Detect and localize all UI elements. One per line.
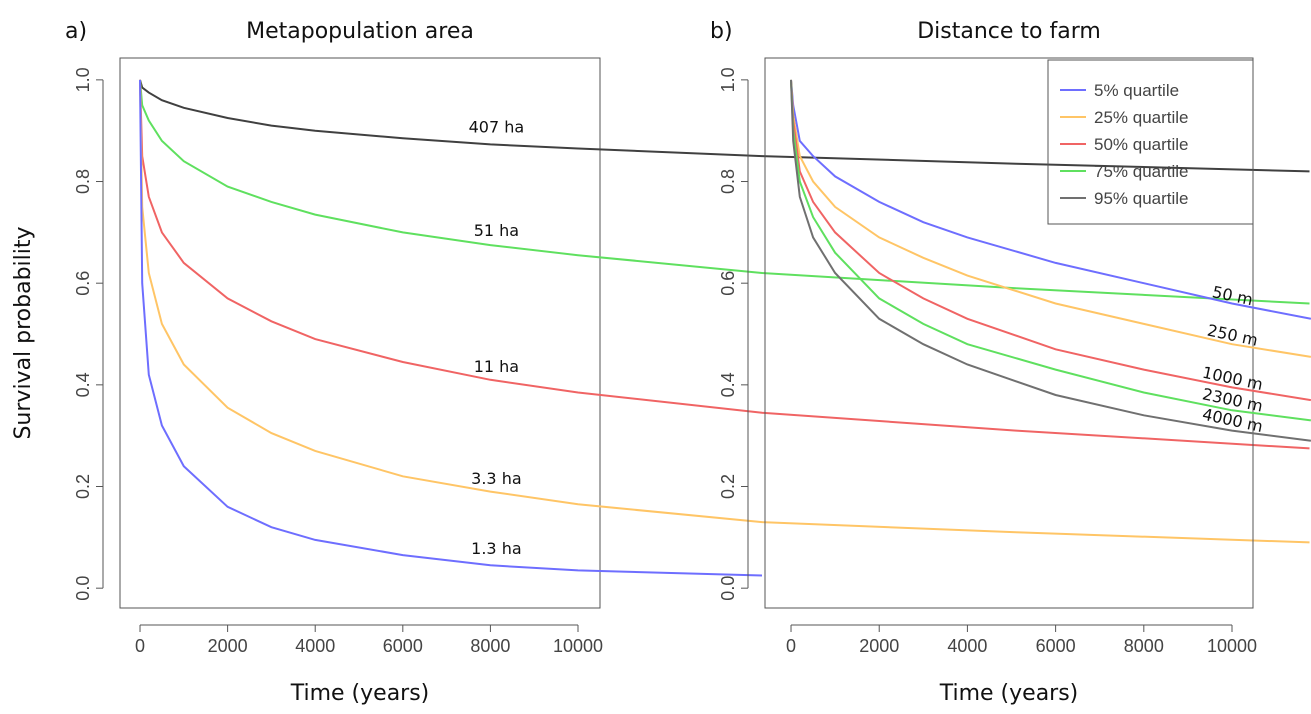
line-series (790, 79, 1311, 358)
x-tick-label: 6000 (1036, 636, 1076, 656)
y-tick-label: 0.2 (718, 474, 738, 499)
legend-label: 25% quartile (1094, 108, 1189, 127)
x-axis-label: Time (years) (290, 681, 430, 706)
legend-box (1047, 59, 1254, 225)
y-tick-label: 1.0 (718, 67, 738, 92)
line-series (790, 79, 1311, 422)
line-label: 11 ha (474, 357, 519, 376)
legend-label: 75% quartile (1094, 162, 1189, 181)
line-label: 1.3 ha (471, 539, 521, 558)
x-tick-label: 8000 (470, 636, 510, 656)
y-tick-label: 0.6 (73, 271, 93, 296)
legend-label: 5% quartile (1094, 81, 1179, 100)
line-series (790, 79, 1311, 442)
x-tick-label: 4000 (947, 636, 987, 656)
x-tick-label: 2000 (859, 636, 899, 656)
line-series (139, 79, 1310, 450)
y-tick-label: 0.8 (73, 169, 93, 194)
x-axis-label: Time (years) (939, 681, 1079, 706)
panel-label: b) (710, 19, 733, 44)
x-tick-label: 4000 (295, 636, 335, 656)
line-series (139, 79, 763, 577)
y-tick-label: 0.8 (718, 169, 738, 194)
x-tick-label: 10000 (553, 636, 603, 656)
panel-label: a) (65, 19, 87, 44)
chart-title: Distance to farm (917, 19, 1101, 44)
chart-title: Metapopulation area (246, 19, 474, 44)
y-tick-label: 0.6 (718, 271, 738, 296)
y-tick-label: 0.4 (73, 372, 93, 397)
line-label: 51 ha (474, 221, 519, 240)
line-series (139, 79, 1310, 544)
y-axis-label: Survival probability (11, 226, 36, 439)
line-series (790, 79, 1311, 320)
legend-label: 95% quartile (1094, 189, 1189, 208)
y-tick-label: 0.0 (718, 576, 738, 601)
x-tick-label: 0 (786, 636, 796, 656)
y-tick-label: 0.2 (73, 474, 93, 499)
x-tick-label: 0 (135, 636, 145, 656)
line-label: 250 m (1206, 321, 1260, 350)
line-series (139, 79, 1310, 305)
x-tick-label: 6000 (383, 636, 423, 656)
plot-box (119, 57, 601, 609)
y-tick-label: 0.4 (718, 372, 738, 397)
plot-box (764, 57, 1254, 609)
line-series (790, 79, 1311, 402)
y-tick-label: 1.0 (73, 67, 93, 92)
legend-label: 50% quartile (1094, 135, 1189, 154)
line-label: 3.3 ha (471, 469, 521, 488)
line-label: 407 ha (469, 117, 525, 136)
line-label: 50 m (1211, 282, 1255, 309)
line-series (139, 79, 1310, 173)
y-tick-label: 0.0 (73, 576, 93, 601)
x-tick-label: 8000 (1124, 636, 1164, 656)
x-tick-label: 2000 (208, 636, 248, 656)
x-tick-label: 10000 (1207, 636, 1257, 656)
